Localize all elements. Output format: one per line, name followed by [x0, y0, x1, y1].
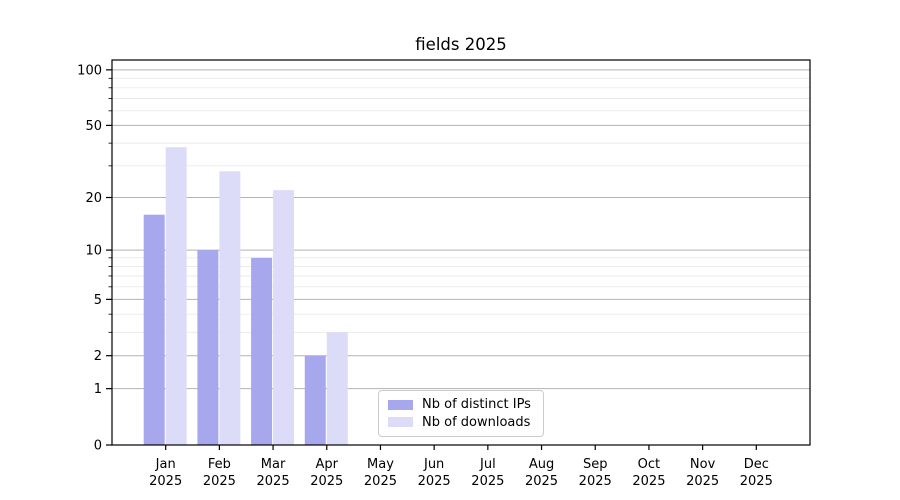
plot-frame	[111, 59, 811, 446]
legend-label-1: Nb of downloads	[422, 414, 531, 430]
legend-label-0: Nb of distinct IPs	[422, 397, 531, 413]
x-tick-label-month: Jan	[155, 457, 176, 472]
x-tick-label-year: 2025	[579, 474, 612, 489]
x-tick-label-year: 2025	[149, 474, 182, 489]
y-tick-label: 2	[94, 349, 102, 364]
x-tick-label-year: 2025	[740, 474, 773, 489]
legend-item-0: Nb of distinct IPs	[388, 397, 534, 412]
y-tick-label: 5	[94, 293, 102, 308]
x-tick-label-month: Apr	[316, 457, 339, 472]
y-tick-label: 100	[77, 63, 102, 78]
x-tick-label-month: Aug	[529, 457, 554, 472]
y-tick-label: 10	[85, 244, 102, 259]
bar-downloads-apr	[326, 332, 348, 445]
x-tick-label-month: Feb	[208, 457, 231, 472]
legend: Nb of distinct IPs Nb of downloads	[378, 390, 544, 437]
x-tick-label-month: Jul	[479, 457, 496, 472]
x-tick-label-month: Oct	[638, 457, 660, 472]
y-tick-label: 50	[85, 119, 102, 134]
x-tick-label-year: 2025	[310, 474, 343, 489]
x-tick-label-year: 2025	[418, 474, 451, 489]
y-tick-label: 1	[94, 382, 102, 397]
x-tick-label-month: Mar	[261, 457, 286, 472]
x-tick-label-year: 2025	[203, 474, 236, 489]
x-tick-label-year: 2025	[525, 474, 558, 489]
x-tick-label-month: Nov	[690, 457, 716, 472]
x-tick-label-year: 2025	[632, 474, 665, 489]
x-tick-label-year: 2025	[686, 474, 719, 489]
x-tick-label-month: Sep	[583, 457, 608, 472]
bar-distinct-ips-apr	[304, 355, 326, 445]
bar-downloads-jan	[165, 147, 187, 445]
bar-distinct-ips-feb	[197, 250, 219, 445]
chart-title: fields 2025	[415, 35, 507, 54]
y-tick-label: 20	[85, 191, 102, 206]
y-tick-label: 0	[94, 439, 102, 454]
bar-distinct-ips-mar	[251, 257, 273, 445]
x-tick-label-month: Dec	[744, 457, 769, 472]
bar-downloads-feb	[219, 171, 241, 445]
bar-distinct-ips-jan	[143, 214, 165, 445]
legend-swatch-1	[388, 417, 413, 428]
bar-downloads-mar	[273, 190, 295, 445]
legend-swatch-0	[388, 399, 413, 410]
legend-item-1: Nb of downloads	[388, 415, 534, 430]
x-tick-label-year: 2025	[471, 474, 504, 489]
x-tick-label-year: 2025	[364, 474, 397, 489]
x-tick-label-year: 2025	[257, 474, 290, 489]
x-tick-label-month: May	[367, 457, 394, 472]
x-tick-label-month: Jun	[423, 457, 444, 472]
